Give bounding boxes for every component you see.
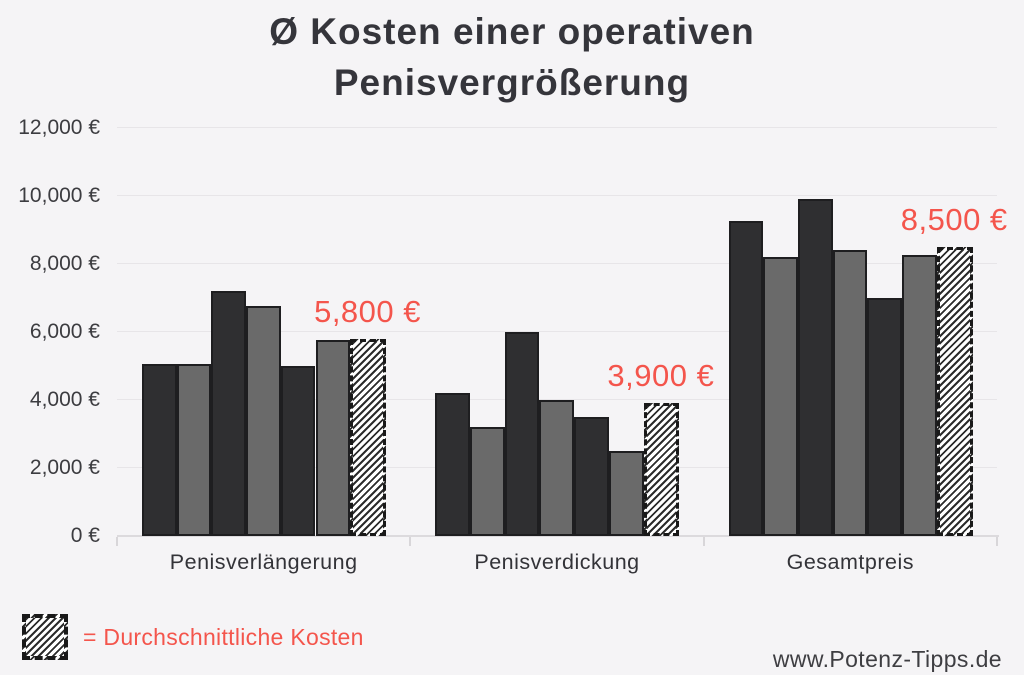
y-axis-tick-label: 2,000 € bbox=[29, 455, 100, 479]
bar-g1-2 bbox=[176, 364, 212, 536]
gridline bbox=[117, 127, 997, 129]
y-axis-tick-label: 4,000 € bbox=[29, 387, 100, 411]
y-axis-tick-label: 12,000 € bbox=[18, 115, 100, 139]
bar-g3-2 bbox=[763, 256, 799, 536]
x-axis-tick bbox=[996, 537, 998, 546]
bar-g3-1 bbox=[728, 221, 764, 536]
x-axis-line bbox=[117, 535, 999, 537]
x-axis-tick bbox=[409, 537, 412, 546]
bar-g2-2 bbox=[470, 427, 505, 536]
y-axis-tick-label: 10,000 € bbox=[18, 183, 100, 207]
average-bar-g3 bbox=[936, 246, 973, 536]
bar-g1-4 bbox=[246, 306, 281, 536]
bar-g3-6 bbox=[902, 255, 937, 536]
gridline bbox=[117, 263, 997, 265]
bar-g1-1 bbox=[142, 364, 177, 536]
average-value-label: 5,800 € bbox=[314, 293, 422, 329]
x-axis-tick bbox=[116, 537, 118, 546]
gridline bbox=[117, 195, 997, 197]
average-bar-g2 bbox=[643, 403, 680, 536]
bar-g1-3 bbox=[211, 291, 247, 536]
source-url: www.Potenz-Tipps.de bbox=[772, 646, 1002, 672]
x-axis-category-label: Gesamtpreis bbox=[786, 550, 914, 574]
gridline bbox=[117, 331, 997, 333]
x-axis-tick bbox=[702, 537, 705, 546]
hatched-swatch-icon bbox=[22, 614, 68, 660]
legend-label: = Durchschnittliche Kosten bbox=[83, 623, 364, 650]
bar-g2-1 bbox=[435, 393, 471, 536]
y-axis-tick-label: 6,000 € bbox=[29, 319, 100, 343]
bar-g3-5 bbox=[867, 297, 903, 536]
bar-g1-6 bbox=[315, 340, 351, 536]
chart-title: Ø Kosten einer operativen Penisvergrößer… bbox=[269, 11, 755, 103]
bar-g2-4 bbox=[539, 399, 575, 536]
chart-legend: = Durchschnittliche Kosten bbox=[22, 614, 364, 660]
bar-g3-3 bbox=[798, 199, 833, 536]
bar-g2-6 bbox=[608, 450, 644, 536]
average-value-label: 8,500 € bbox=[900, 201, 1008, 237]
x-axis-category-label: Penisverdickung bbox=[474, 550, 640, 574]
x-axis-category-label: Penisverlängerung bbox=[169, 550, 358, 574]
bar-g1-5 bbox=[280, 365, 316, 536]
average-value-label: 3,900 € bbox=[607, 358, 715, 394]
bar-g3-4 bbox=[832, 250, 868, 536]
bar-g2-3 bbox=[504, 331, 540, 536]
average-bar-g1 bbox=[350, 338, 386, 536]
bar-g2-5 bbox=[574, 416, 609, 536]
y-axis-tick-label: 0 € bbox=[70, 524, 100, 547]
y-axis-tick-label: 8,000 € bbox=[29, 251, 100, 275]
